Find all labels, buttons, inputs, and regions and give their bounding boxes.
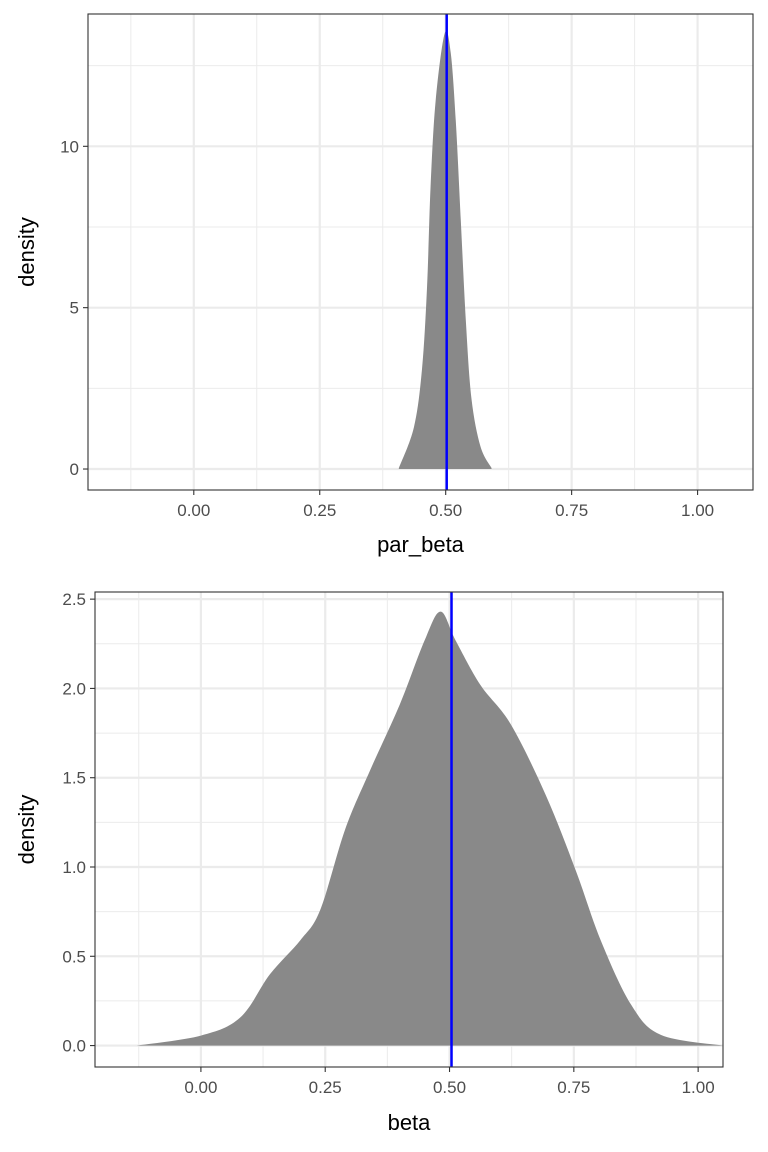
- x-tick-label: 0.00: [177, 501, 210, 520]
- x-axis-label: beta: [388, 1110, 432, 1135]
- y-tick-label: 2.0: [62, 679, 86, 698]
- density-panel-2: 0.00 0.25 0.50 0.75 1.00 0.0 0.5 1.0 1.5 2.0 2.5 be…: [14, 590, 724, 1135]
- x-tick-label: 0.75: [555, 501, 588, 520]
- y-tick-label: 5: [70, 299, 79, 318]
- y-tick-label: 2.5: [62, 590, 86, 609]
- y-tick-label: 1.0: [62, 858, 86, 877]
- x-tick-label: 0.25: [309, 1078, 342, 1097]
- y-tick-label: 1.5: [62, 769, 86, 788]
- x-tick-label: 0.75: [557, 1078, 590, 1097]
- y-axis-label: density: [14, 217, 39, 287]
- x-axis-label: par_beta: [377, 532, 465, 557]
- x-tick-label: 0.25: [303, 501, 336, 520]
- x-tick-label: 0.50: [429, 501, 462, 520]
- y-tick-label: 0: [70, 460, 79, 479]
- panel-border: [87, 13, 754, 491]
- x-tick-label: 1.00: [681, 501, 714, 520]
- y-tick-label: 0.5: [62, 947, 86, 966]
- y-tick-label: 0.0: [62, 1037, 86, 1056]
- panel-border: [94, 591, 724, 1068]
- x-tick-label: 1.00: [682, 1078, 715, 1097]
- density-area: [136, 611, 724, 1046]
- y-axis-label: density: [14, 795, 39, 865]
- x-tick-label: 0.00: [184, 1078, 217, 1097]
- density-area: [398, 30, 492, 470]
- x-tick-label: 0.50: [433, 1078, 466, 1097]
- y-tick-label: 10: [60, 137, 79, 156]
- density-panel-1: 0.00 0.25 0.50 0.75 1.00 0 5 10 par_beta density: [14, 13, 754, 557]
